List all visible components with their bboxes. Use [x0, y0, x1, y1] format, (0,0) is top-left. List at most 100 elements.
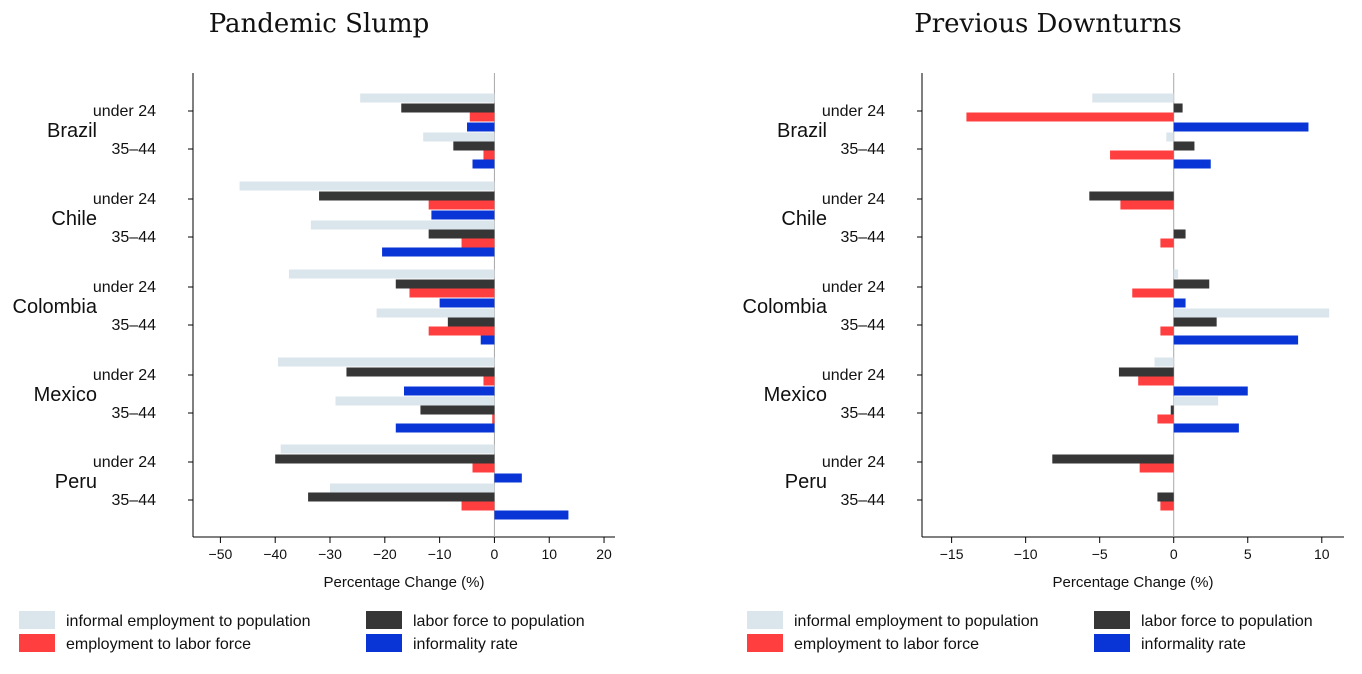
legend-swatch — [747, 611, 783, 629]
bar — [453, 141, 495, 151]
bar — [1173, 386, 1248, 396]
legend-label: labor force to population — [413, 613, 585, 630]
legend-label: labor force to population — [1141, 613, 1313, 630]
group-label: under 24 — [822, 191, 885, 208]
group-label: under 24 — [93, 454, 156, 471]
country-label: Peru — [55, 471, 97, 493]
group-label: under 24 — [93, 279, 156, 296]
bar — [483, 150, 495, 160]
bar — [420, 405, 495, 415]
bar — [1170, 405, 1174, 415]
x-axis-label: Percentage Change (%) — [1053, 574, 1214, 591]
group-label: 35–44 — [112, 141, 157, 158]
bar — [239, 181, 495, 191]
legend-label: employment to labor force — [794, 636, 979, 653]
bar — [360, 93, 495, 103]
country-label: Brazil — [47, 120, 97, 142]
bar — [382, 247, 495, 257]
legend-swatch — [366, 611, 402, 629]
bar — [428, 200, 495, 210]
bar — [288, 269, 495, 279]
bar — [1173, 317, 1217, 327]
bar — [1110, 150, 1174, 160]
group-label: 35–44 — [841, 229, 886, 246]
x-tick-label: 10 — [1314, 546, 1330, 562]
bar — [461, 238, 495, 248]
group-label: 35–44 — [112, 317, 157, 334]
bar — [330, 483, 495, 493]
x-tick-label: −15 — [940, 546, 964, 562]
bar — [1157, 414, 1174, 424]
bar — [494, 510, 569, 520]
x-tick-label: 0 — [1170, 546, 1178, 562]
bar — [1173, 159, 1211, 169]
bar — [1173, 423, 1239, 433]
group-label: 35–44 — [841, 317, 886, 334]
country-label: Chile — [51, 208, 97, 230]
chart-title: Previous Downturns — [914, 9, 1182, 39]
bar — [1139, 463, 1174, 473]
x-tick-label: −5 — [1092, 546, 1108, 562]
bar — [1157, 492, 1174, 502]
bar — [1132, 288, 1174, 298]
bar — [1173, 269, 1179, 279]
bar — [310, 220, 495, 230]
bar — [1173, 396, 1219, 406]
bar — [423, 132, 495, 142]
bar — [428, 229, 495, 239]
bar — [472, 159, 495, 169]
bar — [1160, 238, 1174, 248]
x-tick-label: −20 — [373, 546, 397, 562]
legend-swatch — [1094, 634, 1130, 652]
bar — [376, 308, 495, 318]
bar — [1173, 141, 1195, 151]
x-tick-label: 5 — [1244, 546, 1252, 562]
country-label: Colombia — [13, 296, 98, 318]
country-label: Brazil — [777, 120, 827, 142]
bar — [1052, 454, 1174, 464]
bar — [346, 367, 495, 377]
bar — [483, 376, 495, 386]
bar — [404, 386, 495, 396]
bar — [1173, 229, 1186, 239]
bar — [431, 210, 495, 220]
legend-label: informality rate — [413, 636, 518, 653]
bar — [447, 317, 495, 327]
bar — [395, 423, 495, 433]
legend-label: employment to labor force — [66, 636, 251, 653]
bar — [439, 298, 495, 308]
x-tick-label: 20 — [596, 546, 612, 562]
group-label: under 24 — [822, 103, 885, 120]
bar — [467, 122, 495, 132]
x-axis-label: Percentage Change (%) — [324, 574, 485, 591]
x-tick-label: −50 — [209, 546, 233, 562]
legend-swatch — [1094, 611, 1130, 629]
group-label: under 24 — [93, 191, 156, 208]
group-label: 35–44 — [112, 229, 157, 246]
bar — [1173, 298, 1186, 308]
legend-swatch — [19, 634, 55, 652]
bar — [1118, 367, 1174, 377]
bar — [1173, 308, 1330, 318]
legend: informal employment to population labor f… — [747, 611, 1313, 653]
legend-label: informality rate — [1141, 636, 1246, 653]
group-label: 35–44 — [841, 141, 886, 158]
bar — [319, 191, 495, 201]
bar — [492, 414, 495, 424]
legend: informal employment to population labor f… — [19, 611, 585, 653]
group-label: under 24 — [93, 367, 156, 384]
x-tick-label: 10 — [541, 546, 557, 562]
bar — [966, 112, 1174, 122]
group-label: under 24 — [822, 454, 885, 471]
bar — [469, 112, 495, 122]
group-label: under 24 — [822, 279, 885, 296]
bar — [1089, 191, 1174, 201]
country-label: Mexico — [34, 384, 97, 406]
bar — [401, 103, 495, 113]
chart-title: Pandemic Slump — [209, 9, 430, 39]
country-label: Colombia — [743, 296, 828, 318]
bar — [1138, 376, 1174, 386]
x-tick-label: −40 — [263, 546, 287, 562]
